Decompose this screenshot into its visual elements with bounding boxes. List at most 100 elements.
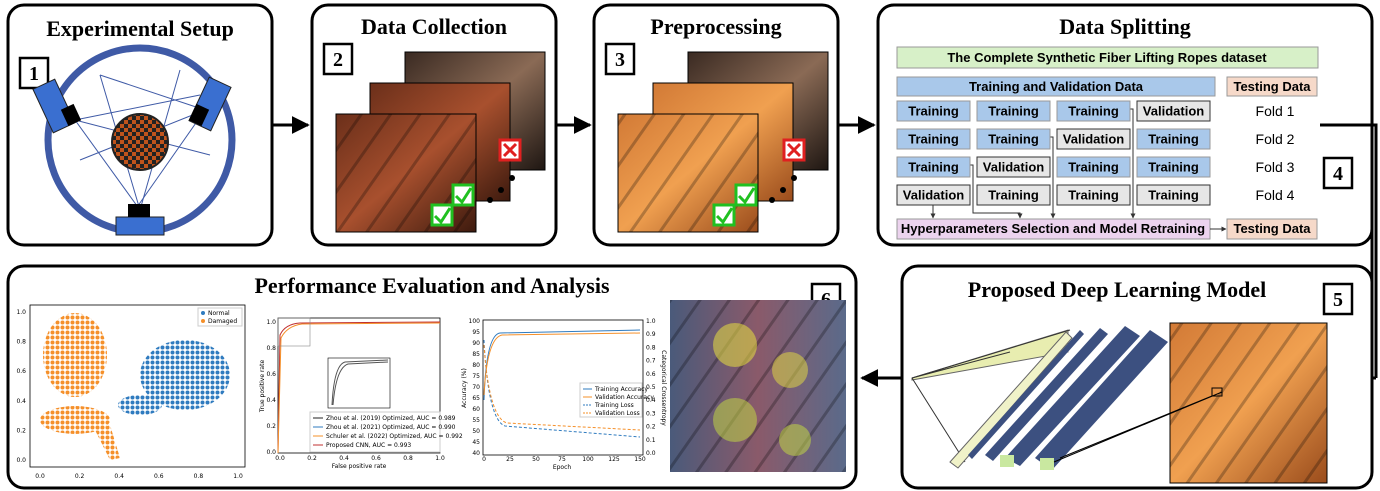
x-tick-label: 0.0 [35, 473, 45, 480]
y-tick-label: 60 [472, 406, 480, 413]
x-tick-label: 150 [634, 456, 646, 463]
panel-title: Performance Evaluation and Analysis [254, 273, 610, 298]
y-tick-label: 0.0 [16, 457, 26, 464]
y-tick-label: 0.7 [646, 358, 656, 365]
y-tick-label: 1.0 [266, 319, 276, 326]
fold-cell-label: Validation [903, 188, 964, 203]
y-tick-label: 0.4 [16, 398, 26, 405]
x-tick-label: 25 [506, 456, 514, 463]
panel-title: Data Collection [361, 14, 507, 39]
dataset-label: The Complete Synthetic Fiber Lifting Rop… [947, 50, 1267, 65]
y-tick-label: 55 [472, 417, 480, 424]
x-tick-label: 100 [582, 456, 594, 463]
x-tick-label: 125 [608, 456, 620, 463]
y-tick-label: 95 [472, 329, 480, 336]
x-tick-label: 50 [532, 456, 540, 463]
y-tick-label: 0.9 [646, 331, 656, 338]
legend-label: Schuler et al. (2022) Optimized, AUC = 0… [326, 433, 463, 440]
badge-number: 2 [333, 49, 343, 71]
fold-cell-label: Training [988, 104, 1039, 119]
fold-cell-label: Training [908, 132, 959, 147]
y-tick-label: 0.3 [646, 410, 656, 417]
x-tick-label: 0.8 [403, 455, 413, 462]
y-tick-label: 0.8 [646, 344, 656, 351]
x-tick-label: 0.4 [114, 473, 124, 480]
y-axis-label: Accuracy (%) [461, 368, 468, 408]
fold-cell-label: Training [1068, 160, 1119, 175]
y-tick-label: 90 [472, 340, 480, 347]
tsne-plot [30, 305, 245, 467]
y-tick-label: 0.2 [266, 423, 276, 430]
y-tick-label: 45 [472, 439, 480, 446]
panel-title: Preprocessing [650, 14, 781, 39]
legend-label: Proposed CNN, AUC = 0.993 [326, 442, 411, 449]
y-tick-label: 0.6 [646, 371, 656, 378]
fold-cell-label: Training [1148, 188, 1199, 203]
y-tick-label: 80 [472, 362, 480, 369]
y-tick-label: 40 [472, 450, 480, 457]
badge-number: 1 [29, 63, 39, 85]
y-axis-label: True positive rate [259, 360, 266, 414]
fold-cell-label: Training [1068, 188, 1119, 203]
x-tick-label: 0.2 [307, 455, 317, 462]
x-axis-label: False positive rate [332, 463, 387, 470]
legend-label: Validation Loss [595, 410, 640, 417]
legend-label: Zhou et al. (2019) Optimized, AUC = 0.98… [326, 415, 456, 422]
fold-cell-label: Validation [1143, 104, 1204, 119]
final-testing-label: Testing Data [1233, 221, 1311, 236]
x-tick-label: 0.0 [275, 455, 285, 462]
y-tick-label: 65 [472, 395, 480, 402]
y-tick-label: 0.1 [646, 437, 656, 444]
fold-cell-label: Training [988, 132, 1039, 147]
fold-cell-label: Training [908, 160, 959, 175]
fold-cell-label: Training [1148, 160, 1199, 175]
x-tick-label: 1.0 [233, 473, 243, 480]
y-tick-label: 0.6 [266, 371, 276, 378]
fold-cell-label: Training [1068, 104, 1119, 119]
fold-cell-label: Training [1148, 132, 1199, 147]
y-tick-label: 0.8 [266, 345, 276, 352]
y-tick-label: 0.0 [266, 449, 276, 456]
retraining-label: Hyperparameters Selection and Model Retr… [901, 221, 1205, 236]
y-tick-label: 0.0 [646, 450, 656, 457]
fold-label: Fold 3 [1256, 159, 1295, 175]
badge-number: 4 [1333, 163, 1343, 185]
y-tick-label: 100 [469, 318, 481, 325]
fold-cell-label: Validation [1063, 132, 1124, 147]
x-axis-label: Epoch [553, 464, 572, 471]
y-tick-label: 85 [472, 351, 480, 358]
x-tick-label: 0.4 [339, 455, 349, 462]
legend-label: Training Loss [594, 402, 634, 409]
y-tick-label: 0.2 [16, 427, 26, 434]
y-tick-label: 75 [472, 373, 480, 380]
x-tick-label: 0.8 [194, 473, 204, 480]
panel-title: Data Splitting [1059, 14, 1190, 39]
panel-title: Proposed Deep Learning Model [968, 277, 1266, 302]
y-tick-label: 0.6 [16, 368, 26, 375]
diagram: Experimental Setup Data Collection Prepr… [0, 0, 1380, 491]
heatmap-image [670, 300, 846, 472]
y2-axis-label: Categorical Crossentropy [660, 350, 667, 426]
x-tick-label: 1.0 [435, 455, 445, 462]
train-val-label: Training and Validation Data [969, 79, 1144, 94]
testing-label: Testing Data [1233, 79, 1311, 94]
legend-label: Validation Accuracy [595, 394, 654, 401]
y-tick-label: 0.8 [16, 339, 26, 346]
y-tick-label: 50 [472, 428, 480, 435]
legend-label: Damaged [208, 318, 237, 325]
y-tick-label: 0.2 [646, 424, 656, 431]
badge-number: 5 [1333, 289, 1343, 311]
fold-label: Fold 1 [1256, 103, 1295, 119]
legend-label: Training Accuracy [594, 386, 648, 393]
fold-label: Fold 2 [1256, 131, 1295, 147]
panel-frame [878, 5, 1372, 245]
y-tick-label: 1.0 [16, 309, 26, 316]
x-tick-label: 75 [558, 456, 566, 463]
legend-label: Zhou et al. (2021) Optimized, AUC = 0.99… [326, 424, 456, 431]
fold-cell-label: Validation [983, 160, 1044, 175]
panel-title: Experimental Setup [46, 16, 234, 41]
fold-label: Fold 4 [1256, 187, 1295, 203]
x-tick-label: 0.6 [154, 473, 164, 480]
legend-label: Normal [208, 310, 230, 317]
badge-number: 3 [615, 49, 625, 71]
